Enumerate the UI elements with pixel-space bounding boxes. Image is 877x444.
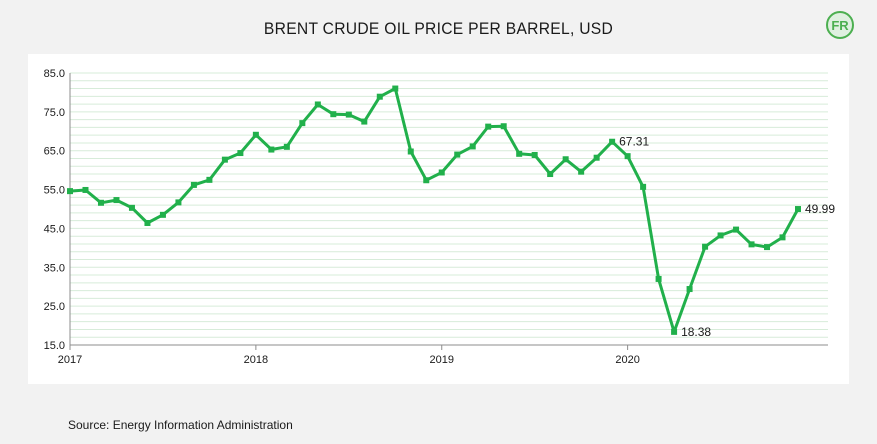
- data-point: [82, 186, 89, 193]
- data-point: [454, 151, 461, 158]
- data-point: [795, 206, 801, 213]
- x-tick-label: 2020: [615, 354, 639, 366]
- y-tick-label: 45.0: [44, 223, 65, 235]
- chart-panel: 85.0 75.0 65.0 55.0 45.0 35.0 25.0 15.0 2017 201…: [28, 54, 849, 384]
- data-point: [547, 171, 554, 178]
- y-tick-label: 65.0: [44, 146, 65, 158]
- data-point: [97, 199, 104, 206]
- data-point: [671, 328, 678, 335]
- data-point: [237, 150, 244, 157]
- data-point: [624, 153, 631, 160]
- data-point: [128, 204, 135, 211]
- data-point: [206, 176, 213, 183]
- data-point: [733, 226, 740, 233]
- y-tick-label: 55.0: [44, 185, 65, 197]
- series-line: [69, 87, 800, 334]
- data-point: [485, 123, 492, 130]
- data-point: [330, 111, 337, 118]
- data-point: [175, 199, 182, 206]
- data-point: [686, 286, 693, 293]
- fr-logo-icon: FR: [826, 11, 854, 39]
- line-chart: 85.075.065.055.045.035.025.015.0 2017 201…: [44, 68, 836, 366]
- data-point: [748, 241, 755, 248]
- data-point: [655, 275, 662, 282]
- chart-title: BRENT CRUDE OIL PRICE PER BARREL, USD: [263, 19, 614, 38]
- data-point: [469, 143, 476, 150]
- data-point: [438, 169, 445, 176]
- data-point: [376, 93, 383, 100]
- x-tick-label: 2017: [58, 354, 82, 366]
- data-point: [500, 123, 507, 130]
- data-point: [190, 181, 197, 188]
- y-axis-ticks: 85.0 75.0 65.0 55.0 45.0 35.0 25.0 15.0: [44, 68, 65, 352]
- grid-lines: [70, 72, 828, 346]
- data-point: [345, 111, 352, 118]
- y-tick-label: 35.0: [44, 262, 65, 274]
- data-point: [609, 138, 616, 145]
- data-point: [314, 101, 321, 108]
- y-tick-label: 25.0: [44, 301, 65, 313]
- y-tick-label: 15.0: [44, 340, 65, 352]
- chart-axes: [69, 73, 828, 346]
- data-point: [562, 156, 569, 163]
- x-tick-label: 2019: [430, 354, 454, 366]
- y-tick-label: 75.0: [44, 107, 65, 119]
- data-point: [578, 168, 585, 175]
- data-label: 18.38: [681, 325, 711, 339]
- data-label: 67.31: [619, 135, 649, 149]
- data-point: [593, 154, 600, 161]
- data-point: [516, 150, 523, 157]
- data-label: 49.99: [805, 202, 835, 216]
- data-point: [407, 148, 414, 155]
- data-point: [423, 177, 430, 184]
- data-labels: 67.31 18.38 49.99: [619, 135, 835, 339]
- data-point: [113, 197, 120, 204]
- data-point: [779, 234, 786, 241]
- data-point: [252, 131, 259, 138]
- y-tick-label: 85.0: [44, 68, 65, 80]
- data-point: [702, 243, 709, 250]
- x-axis-ticks: 2017 2018 2019 2020: [58, 345, 640, 366]
- data-point: [159, 211, 166, 218]
- data-point: [299, 120, 306, 127]
- data-point: [144, 219, 151, 226]
- data-point: [283, 143, 290, 150]
- data-point: [640, 183, 647, 190]
- x-tick-label: 2018: [244, 354, 268, 366]
- source-note: Source: Energy Information Administratio…: [68, 418, 293, 432]
- data-point: [361, 118, 368, 125]
- data-points: [67, 85, 801, 335]
- data-point: [268, 146, 275, 153]
- data-point: [764, 244, 771, 251]
- data-point: [717, 232, 724, 239]
- data-point: [531, 151, 538, 158]
- data-point: [221, 156, 228, 163]
- svg-text:FR: FR: [831, 18, 849, 33]
- data-point: [392, 85, 399, 92]
- data-point: [67, 188, 73, 195]
